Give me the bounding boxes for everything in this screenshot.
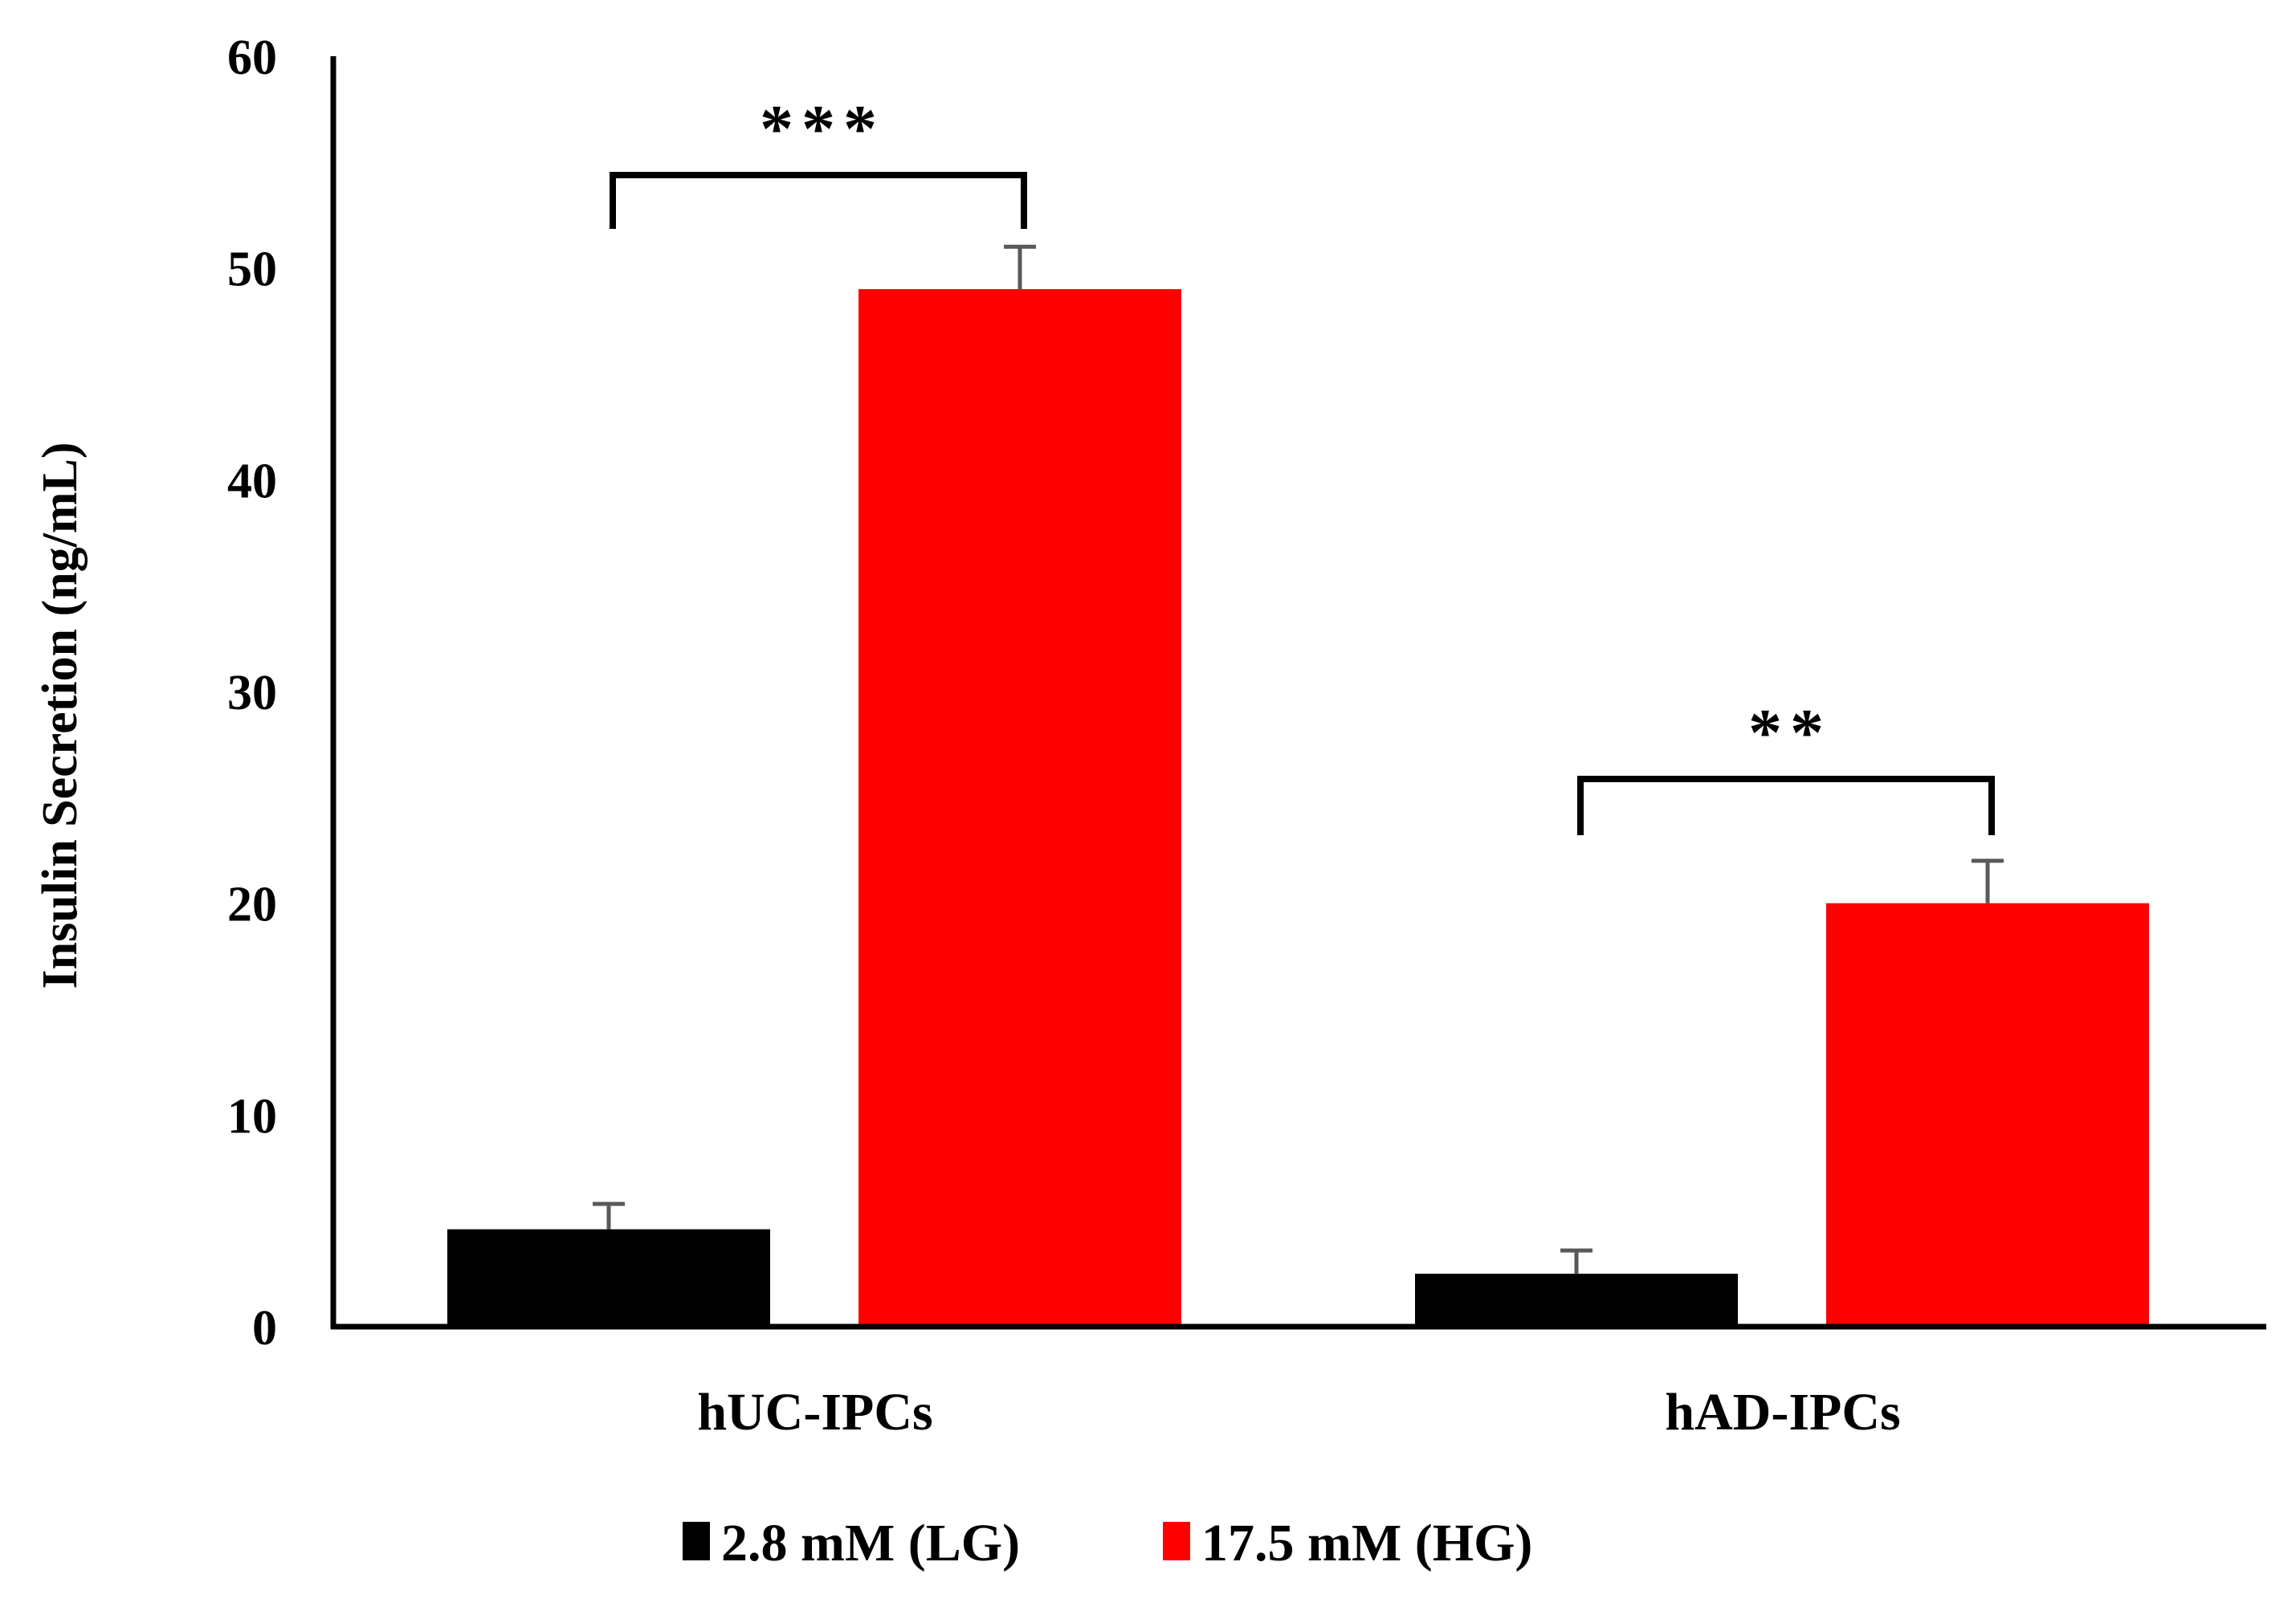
significance-stars: ** <box>1748 695 1832 770</box>
y-tick-label: 50 <box>227 243 277 297</box>
y-tick-label: 40 <box>227 454 277 508</box>
y-axis-label: Insulin Secretion (ng/mL) <box>33 442 88 989</box>
legend-swatch-lg <box>683 1522 710 1560</box>
y-tick-label: 20 <box>227 878 277 932</box>
significance-stars: *** <box>760 92 885 166</box>
legend-label-hg: 17.5 mM (HG) <box>1201 1514 1532 1572</box>
y-tick-label: 30 <box>227 666 277 720</box>
significance-annotations: ***** <box>610 92 1995 835</box>
bar-lg-huc <box>447 1229 770 1327</box>
bar-hg-huc <box>858 289 1181 1327</box>
error-bars-layer <box>593 244 2004 1274</box>
y-tick-label: 60 <box>227 31 277 85</box>
y-axis-ticks: 0 10 20 30 40 50 60 <box>227 31 277 1356</box>
legend: 2.8 mM (LG) 17.5 mM (HG) <box>683 1514 1532 1572</box>
bars-layer <box>447 289 2149 1327</box>
y-tick-label: 10 <box>227 1089 277 1144</box>
significance-bracket <box>610 172 1027 229</box>
legend-swatch-hg <box>1163 1522 1190 1560</box>
bar-lg-had <box>1415 1274 1738 1327</box>
y-tick-label: 0 <box>252 1301 277 1356</box>
x-category-label: hAD-IPCs <box>1665 1383 1900 1442</box>
significance-bracket <box>1577 776 1995 835</box>
bar-hg-had <box>1826 903 2149 1327</box>
x-axis-categories: hUC-IPCs hAD-IPCs <box>697 1383 1900 1442</box>
x-category-label: hUC-IPCs <box>697 1383 932 1442</box>
legend-label-lg: 2.8 mM (LG) <box>721 1514 1020 1572</box>
